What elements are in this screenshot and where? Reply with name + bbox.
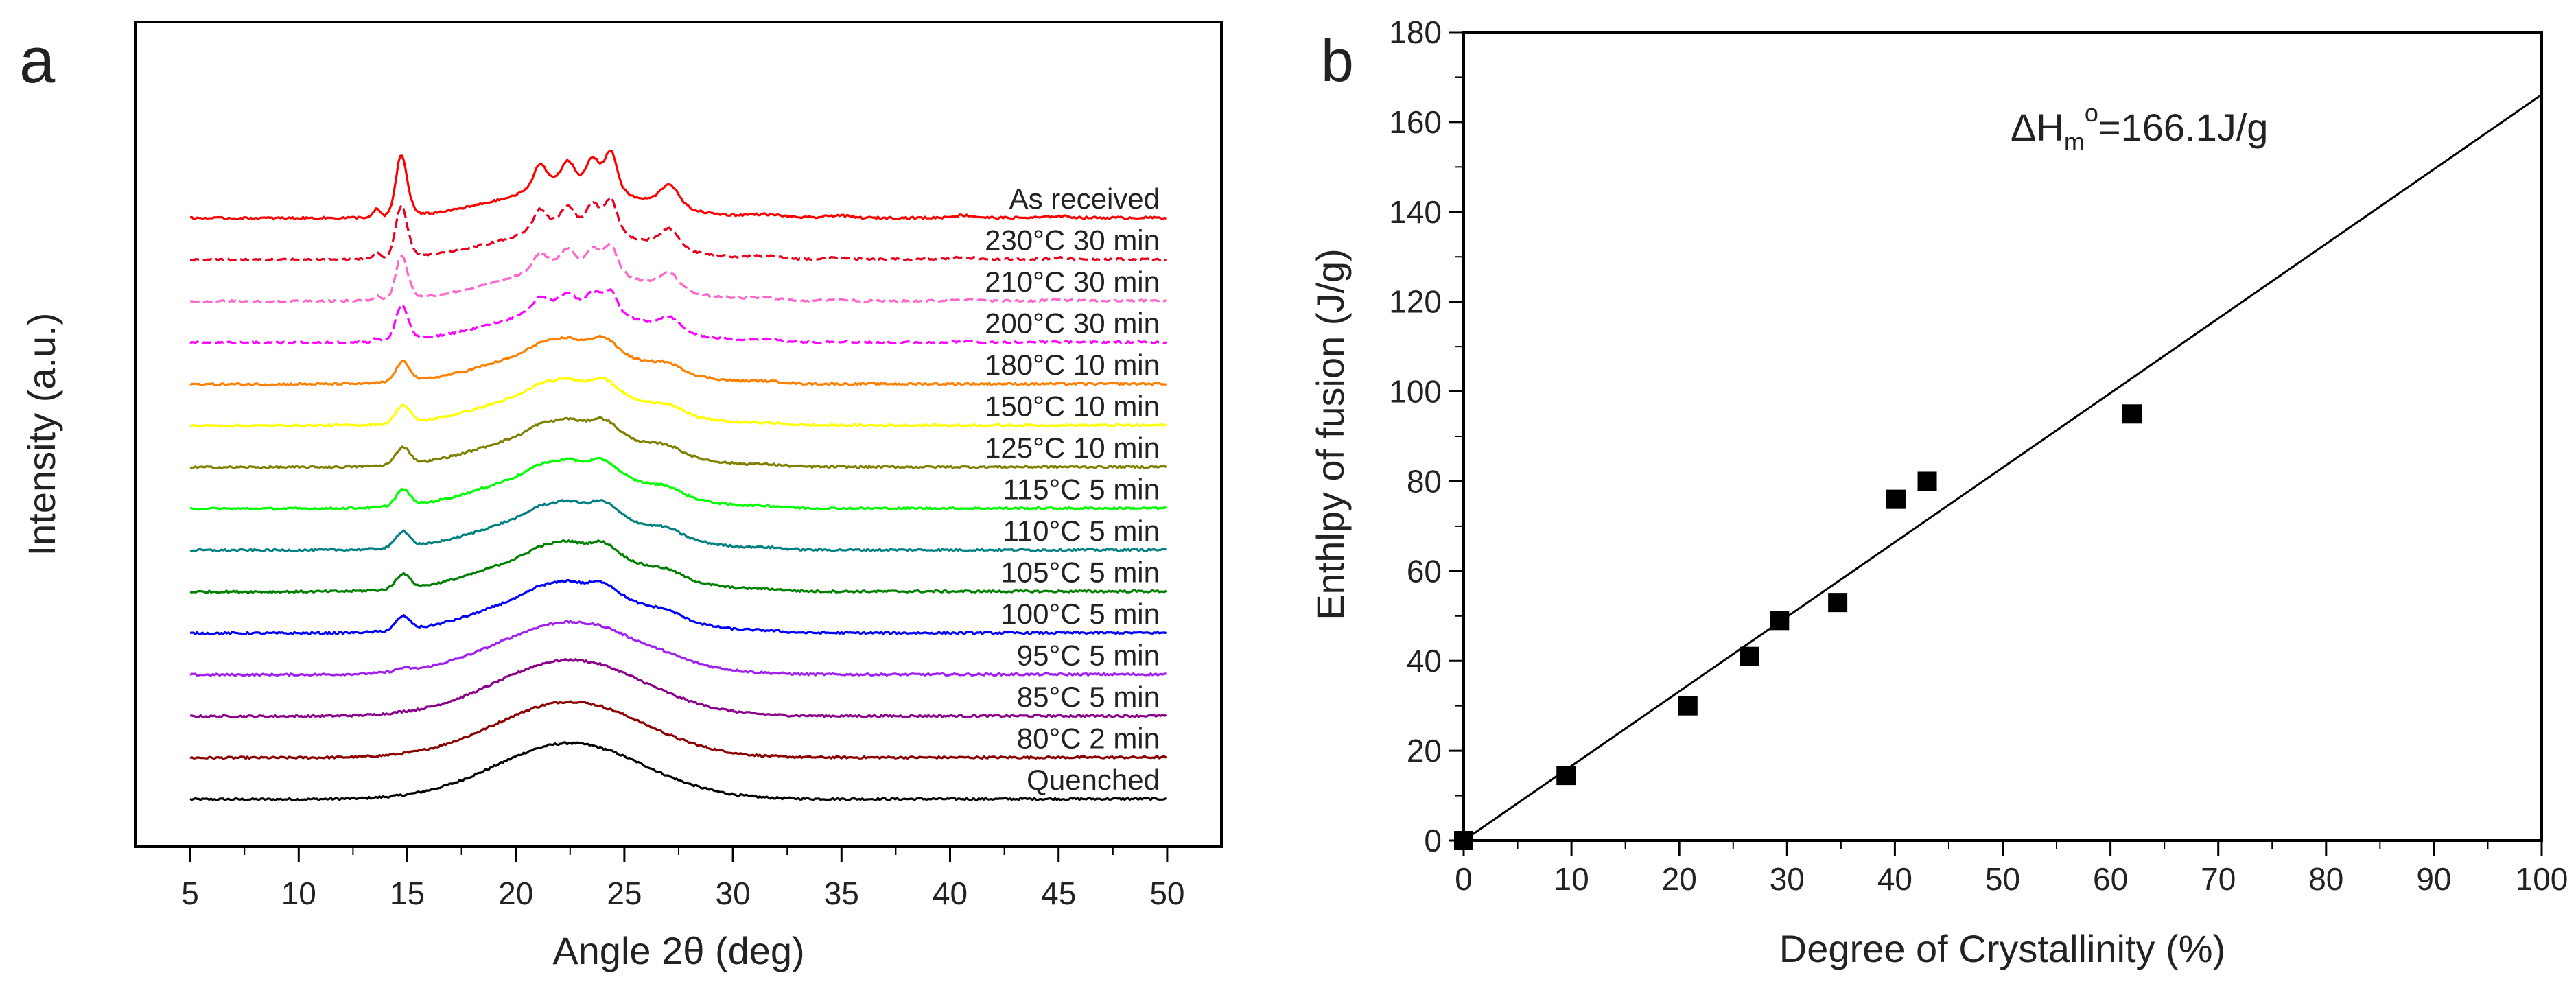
trace-label: 125°C 10 min bbox=[985, 432, 1160, 464]
trace-quenched bbox=[189, 741, 1167, 801]
annotation-subscript: m bbox=[2064, 128, 2085, 156]
annotation-superscript: o bbox=[2085, 99, 2098, 127]
y-tick-label-b: 0 bbox=[1424, 823, 1442, 858]
x-tick-label-a: 50 bbox=[1149, 876, 1184, 911]
x-axis-label-b: Degree of Crystallinity (%) bbox=[1779, 927, 2225, 970]
enthalpy-annotation: ΔHmo=166.1J/g bbox=[2011, 99, 2268, 156]
trace-180-c-10-min bbox=[189, 334, 1167, 386]
y-tick-label-b: 140 bbox=[1389, 194, 1442, 230]
x-tick-label-b: 30 bbox=[1770, 861, 1805, 897]
trace-200-c-30-min bbox=[189, 288, 1167, 345]
trace-label: 85°C 5 min bbox=[1017, 681, 1160, 713]
data-points bbox=[1454, 404, 2142, 850]
fit-line bbox=[1463, 93, 2542, 842]
x-tick-label-a: 25 bbox=[607, 876, 642, 911]
y-tick-label-b: 80 bbox=[1407, 463, 1442, 499]
y-tick-label-b: 160 bbox=[1389, 104, 1442, 140]
x-tick-label-a: 45 bbox=[1041, 876, 1076, 911]
x-tick-label-a: 5 bbox=[181, 876, 199, 911]
trace-as-received bbox=[190, 149, 1167, 220]
data-point bbox=[2122, 404, 2142, 424]
y-tick-label-b: 40 bbox=[1407, 643, 1442, 679]
data-point bbox=[1678, 696, 1698, 716]
trace-label: 95°C 5 min bbox=[1017, 639, 1160, 672]
trace-label: 180°C 10 min bbox=[985, 349, 1160, 381]
panel-label-a: a bbox=[19, 24, 56, 96]
panel-label-b: b bbox=[1321, 28, 1354, 94]
trace-100-c-5-min bbox=[190, 579, 1167, 635]
xrd-traces bbox=[189, 149, 1167, 801]
x-axis-ticks-b: 0 10 20 30 40 50 60 70 80 90 100 bbox=[1455, 841, 2568, 897]
trace-label: 80°C 2 min bbox=[1017, 723, 1160, 755]
x-tick-label-b: 0 bbox=[1455, 861, 1473, 897]
x-tick-label-b: 90 bbox=[2416, 861, 2451, 897]
x-axis-ticks-a: 5 10 15 20 25 30 35 40 45 50 bbox=[181, 847, 1184, 911]
x-tick-label-b: 10 bbox=[1554, 861, 1589, 897]
data-point bbox=[1917, 471, 1937, 491]
trace-label: 110°C 5 min bbox=[1003, 515, 1160, 547]
trace-label: 115°C 5 min bbox=[1003, 473, 1160, 506]
x-tick-label-b: 70 bbox=[2201, 861, 2236, 897]
trace-80-c-2-min bbox=[189, 700, 1167, 760]
trace-115-c-5-min bbox=[189, 456, 1167, 511]
enthalpy-panel: b 0 10 20 30 40 50 60 70 80 90 100 0 20 40 60 80 100 120… bbox=[1309, 14, 2568, 970]
trace-label: 105°C 5 min bbox=[1000, 556, 1160, 589]
trace-label: 210°C 30 min bbox=[985, 266, 1160, 298]
trace-labels: Quenched 80°C 2 min 85°C 5 min 95°C 5 min 10… bbox=[985, 183, 1160, 796]
y-axis-label-b: Enthlpy of fusion (J/g) bbox=[1309, 248, 1352, 620]
trace-label: 150°C 10 min bbox=[985, 390, 1160, 423]
x-tick-label-a: 20 bbox=[498, 876, 533, 911]
data-point bbox=[1454, 831, 1473, 850]
data-point bbox=[1556, 766, 1576, 786]
annotation-prefix: ΔH bbox=[2011, 106, 2064, 149]
y-tick-label-b: 100 bbox=[1389, 374, 1442, 410]
trace-85-c-5-min bbox=[189, 657, 1167, 718]
x-tick-label-a: 35 bbox=[824, 876, 859, 911]
trace-105-c-5-min bbox=[189, 539, 1167, 594]
x-tick-label-a: 30 bbox=[716, 876, 751, 911]
trace-125-c-10-min bbox=[189, 416, 1167, 469]
trace-110-c-5-min bbox=[189, 499, 1167, 552]
trace-230-c-30-min bbox=[189, 196, 1167, 262]
trace-150-c-10-min bbox=[189, 376, 1167, 428]
trace-label: 230°C 30 min bbox=[985, 224, 1160, 257]
plot-frame-b bbox=[1462, 31, 2543, 842]
data-point bbox=[1886, 489, 1906, 509]
x-tick-label-b: 50 bbox=[1985, 861, 2020, 897]
y-axis-ticks-b: 0 20 40 60 80 100 120 140 160 180 bbox=[1389, 14, 1464, 858]
x-tick-label-b: 100 bbox=[2516, 861, 2568, 897]
x-tick-label-b: 20 bbox=[1662, 861, 1697, 897]
data-point bbox=[1828, 593, 1848, 613]
y-tick-label-b: 120 bbox=[1389, 284, 1442, 320]
y-tick-label-b: 60 bbox=[1407, 553, 1442, 589]
xrd-panel: a 5 10 15 20 25 30 35 40 45 50 Angle 2θ (deg) Int… bbox=[19, 21, 1223, 972]
y-tick-label-b: 20 bbox=[1407, 733, 1442, 768]
y-axis-label-a: Intensity (a.u.) bbox=[20, 313, 63, 556]
trace-label: 200°C 30 min bbox=[985, 307, 1160, 340]
x-tick-label-b: 60 bbox=[2093, 861, 2128, 897]
trace-label: As received bbox=[1009, 183, 1160, 215]
trace-210-c-30-min bbox=[189, 243, 1167, 303]
x-tick-label-a: 40 bbox=[933, 876, 968, 911]
trace-95-c-5-min bbox=[189, 620, 1167, 677]
trace-label: 100°C 5 min bbox=[1000, 598, 1160, 630]
x-tick-label-a: 10 bbox=[281, 876, 316, 911]
data-point bbox=[1770, 611, 1790, 631]
x-tick-label-b: 40 bbox=[1877, 861, 1912, 897]
y-tick-label-b: 180 bbox=[1389, 14, 1442, 50]
data-point bbox=[1740, 646, 1759, 666]
x-tick-label-b: 80 bbox=[2308, 861, 2343, 897]
trace-label: Quenched bbox=[1027, 764, 1160, 796]
annotation-value: =166.1J/g bbox=[2098, 106, 2269, 149]
x-tick-label-a: 15 bbox=[390, 876, 425, 911]
x-axis-label-a: Angle 2θ (deg) bbox=[552, 929, 804, 972]
